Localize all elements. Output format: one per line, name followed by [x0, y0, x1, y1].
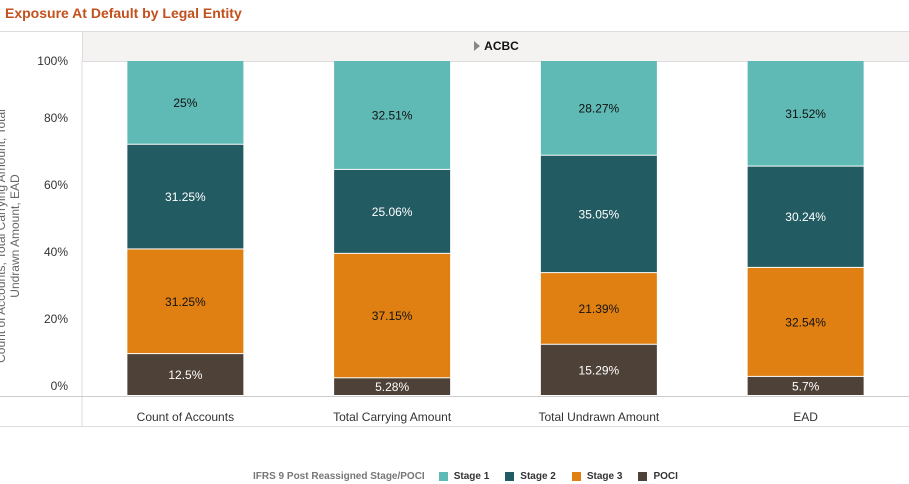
legend-swatch: [438, 472, 448, 481]
bar-segment: [334, 61, 451, 169]
legend-label: Stage 3: [586, 471, 623, 482]
legend-swatch: [638, 472, 648, 481]
legend-item[interactable]: Stage 2: [505, 471, 556, 482]
legend: IFRS 9 Post Reassigned Stage/POCI Stage …: [253, 471, 688, 482]
bar-segment: [334, 253, 451, 378]
bar-segment: [127, 249, 244, 354]
bar-segment: [540, 344, 657, 395]
data-label: 32.54%: [785, 315, 826, 329]
data-label: 31.25%: [165, 190, 206, 204]
bar-segment: [127, 61, 244, 144]
legend-title: IFRS 9 Post Reassigned Stage/POCI: [253, 471, 425, 482]
bar-segment: [540, 273, 657, 344]
y-tick-label: 20%: [44, 312, 68, 326]
y-tick-label: 100%: [37, 54, 68, 68]
bar-segment: [127, 354, 244, 395]
x-tick-label: Total Undrawn Amount: [539, 410, 660, 424]
data-label: 28.27%: [579, 101, 620, 115]
data-label: 5.7%: [792, 379, 820, 393]
x-tick-label: Total Carrying Amount: [333, 410, 452, 424]
data-label: 21.39%: [579, 302, 620, 316]
bar-segment: [747, 267, 864, 376]
legend-label: POCI: [653, 471, 678, 482]
data-label: 35.05%: [579, 207, 620, 221]
data-label: 25.06%: [372, 205, 413, 219]
legend-label: Stage 2: [520, 471, 556, 482]
data-label: 25%: [173, 96, 197, 110]
group-header-label: ACBC: [484, 39, 519, 53]
y-tick-label: 0%: [51, 379, 69, 393]
y-tick-label: 80%: [44, 111, 68, 125]
legend-item[interactable]: Stage 1: [438, 471, 490, 482]
data-label: 31.25%: [165, 295, 206, 309]
bar-segment: [540, 155, 657, 273]
x-tick-label: EAD: [793, 410, 818, 424]
legend-label: Stage 1: [453, 471, 490, 482]
bar-segment: [540, 61, 657, 155]
data-label: 12.5%: [168, 368, 202, 382]
expand-triangle-icon[interactable]: [474, 41, 481, 51]
legend-swatch: [571, 472, 581, 481]
bar-segment: [747, 376, 864, 395]
bar-segment: [747, 61, 864, 166]
y-tick-label: 40%: [44, 245, 68, 259]
chart-title: Exposure At Default by Legal Entity: [5, 5, 242, 21]
legend-item[interactable]: POCI: [638, 471, 678, 482]
bar-segment: [747, 166, 864, 267]
bar-segment: [127, 144, 244, 249]
data-label: 15.29%: [579, 363, 620, 377]
y-tick-label: 60%: [44, 178, 68, 192]
data-label: 31.52%: [785, 107, 826, 121]
data-label: 5.28%: [375, 380, 409, 394]
legend-swatch: [505, 472, 515, 481]
bar-segment: [334, 169, 451, 253]
x-tick-label: Count of Accounts: [137, 410, 234, 424]
data-label: 30.24%: [785, 210, 826, 224]
divider: [0, 31, 82, 32]
bar-segment: [334, 378, 451, 395]
data-label: 37.15%: [372, 309, 413, 323]
legend-item[interactable]: Stage 3: [571, 471, 623, 482]
data-label: 32.51%: [372, 108, 413, 122]
group-header: ACBC: [82, 31, 909, 62]
